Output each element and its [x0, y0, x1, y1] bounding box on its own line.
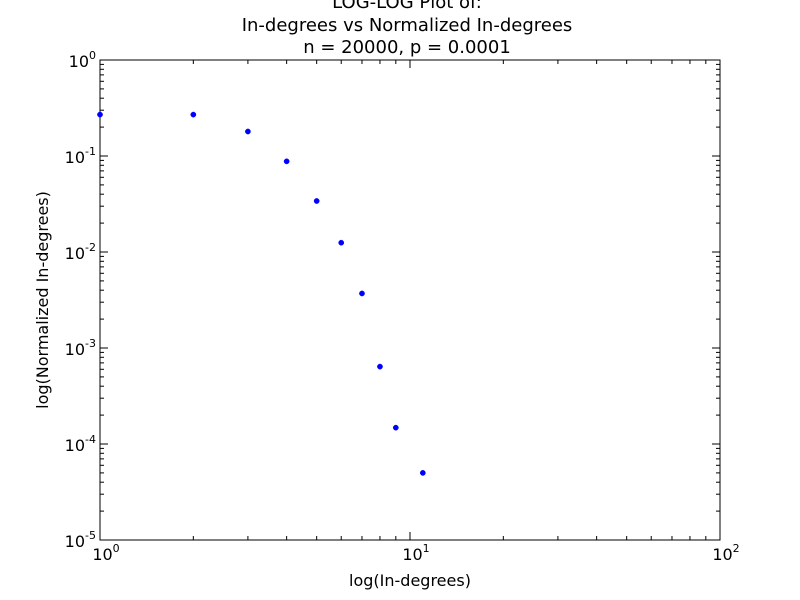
data-point — [338, 239, 345, 246]
x-axis-label: log(In-degrees) — [349, 571, 471, 590]
data-point — [392, 424, 399, 431]
data-point — [313, 198, 320, 204]
y-tick-label: 10-3 — [65, 337, 96, 359]
y-tick-label: 10-2 — [65, 241, 96, 263]
data-point — [359, 290, 365, 297]
data-points — [97, 111, 426, 476]
x-tick-label: 100 — [92, 542, 119, 564]
chart-title-line: LOG-LOG Plot of: — [332, 0, 482, 13]
data-point — [419, 470, 426, 476]
y-tick-label: 10-5 — [65, 529, 96, 551]
y-tick-label: 10-4 — [65, 433, 96, 455]
chart-title: LOG-LOG Plot of: In-degrees vs Normalized… — [242, 0, 573, 58]
y-axis-label: log(Normalized In-degrees) — [33, 191, 52, 409]
data-point — [283, 158, 290, 165]
plot-area — [99, 59, 721, 541]
y-tick-label: 100 — [69, 49, 96, 71]
axis-ticks: 100 101 102 100 10-1 10-2 10-3 10-4 10-5 — [65, 49, 740, 564]
chart-title-line: n = 20000, p = 0.0001 — [303, 37, 511, 58]
data-point — [377, 363, 383, 370]
y-tick-label: 10-1 — [65, 145, 96, 167]
x-tick-label: 102 — [712, 542, 739, 564]
chart-title-line: In-degrees vs Normalized In-degrees — [242, 15, 573, 36]
data-point — [97, 111, 103, 118]
data-point — [190, 111, 197, 118]
x-tick-label: 101 — [402, 542, 429, 564]
data-point — [245, 128, 251, 135]
